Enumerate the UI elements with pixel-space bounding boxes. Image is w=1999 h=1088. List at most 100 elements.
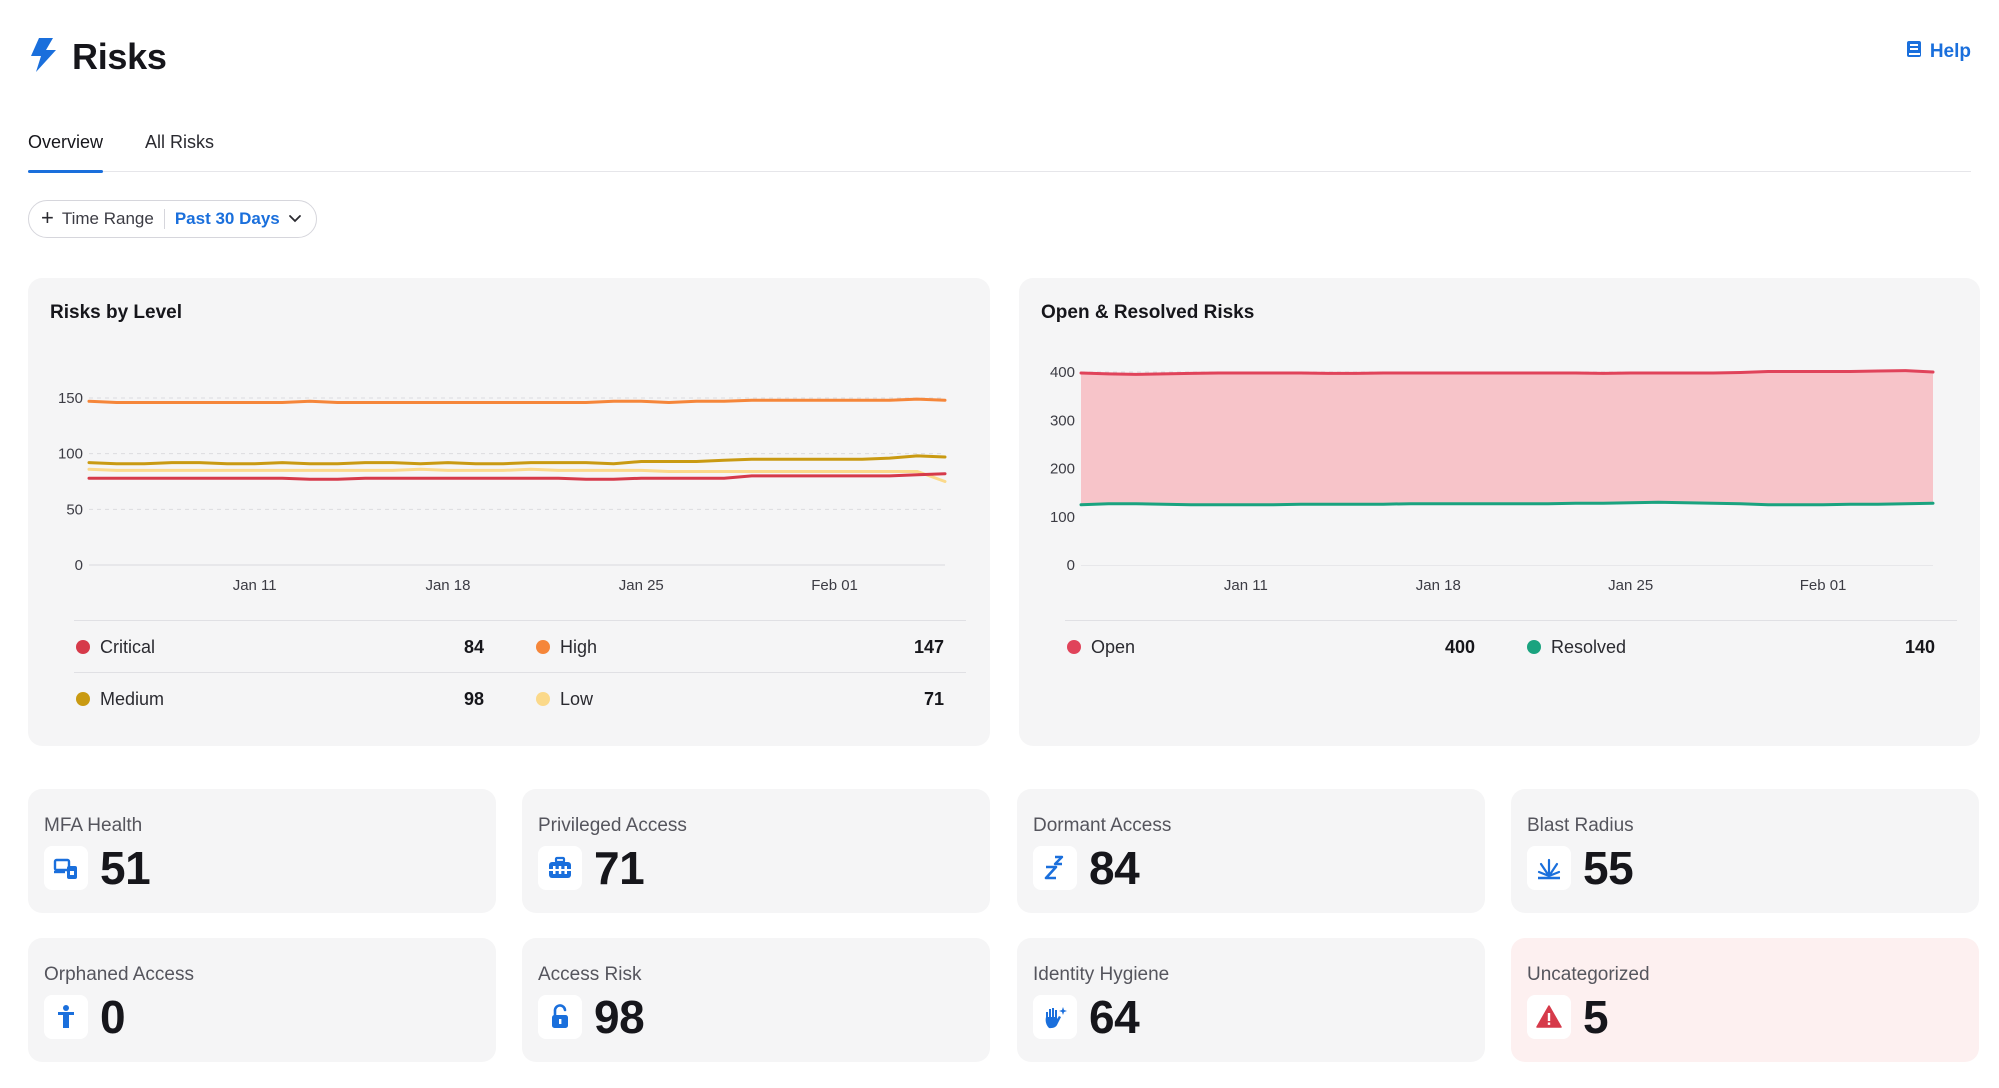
legend-value: 84 xyxy=(463,636,484,657)
metric-label: Uncategorized xyxy=(1527,964,1650,985)
metric-label: Blast Radius xyxy=(1527,815,1634,836)
legend-item-critical[interactable]: Critical 84 xyxy=(74,621,484,673)
x-tick-label: Jan 11 xyxy=(233,577,277,594)
y-tick-label: 400 xyxy=(1050,364,1075,381)
tab-overview[interactable]: Overview xyxy=(28,126,104,173)
metric-value: 0 xyxy=(100,991,126,1043)
high-dot-icon xyxy=(536,640,550,654)
metric-label: MFA Health xyxy=(44,815,143,836)
metric-card-dormant-access[interactable]: Dormant Access 84 xyxy=(1017,789,1485,913)
plus-icon: + xyxy=(41,205,54,230)
metric-value: 71 xyxy=(594,842,645,894)
chart-title: Risks by Level xyxy=(50,302,183,323)
metric-value: 5 xyxy=(1583,991,1609,1043)
blast-icon xyxy=(1527,846,1571,890)
metric-value: 55 xyxy=(1583,842,1634,894)
help-link[interactable]: Help xyxy=(1906,40,1971,64)
open-resolved-chart: 0 100 200 300 400 Jan 11 Jan 18 Jan 25 Feb 01 xyxy=(1050,364,1935,594)
metric-card-uncategorized[interactable]: Uncategorized 5 xyxy=(1511,938,1979,1062)
legend-row: Medium 98 Low 71 xyxy=(74,672,966,724)
metric-value: 84 xyxy=(1089,842,1140,894)
filter-value: Past 30 Days xyxy=(174,209,280,228)
unlocked-padlock-icon xyxy=(538,995,582,1039)
privileged-toolbox-icon xyxy=(538,846,582,890)
metric-label: Orphaned Access xyxy=(44,964,194,985)
filter-label: Time Range xyxy=(61,209,154,228)
legend-item-low[interactable]: Low 71 xyxy=(534,673,944,725)
y-tick-label: 0 xyxy=(75,557,83,574)
legend-value: 71 xyxy=(923,688,944,709)
y-tick-label: 50 xyxy=(66,501,83,518)
legend-item-resolved[interactable]: Resolved 140 xyxy=(1525,621,1935,673)
risks-by-level-card: Risks by Level 0 50 100 150 Jan 11 Jan 18 Jan … xyxy=(28,278,990,746)
metric-card-orphaned-access[interactable]: Orphaned Access 0 xyxy=(28,938,496,1062)
y-tick-label: 100 xyxy=(1050,509,1075,526)
metric-label: Dormant Access xyxy=(1033,815,1172,836)
filter-divider xyxy=(163,209,165,229)
legend-label: High xyxy=(560,636,598,657)
legend-value: 400 xyxy=(1444,636,1475,657)
series-line-open xyxy=(1079,369,1935,376)
title-wrap: Risks xyxy=(28,36,1971,78)
metric-card-access-risk[interactable]: Access Risk 98 xyxy=(522,938,990,1062)
metric-card-blast-radius[interactable]: Blast Radius 55 xyxy=(1511,789,1979,913)
y-tick-label: 300 xyxy=(1050,412,1075,429)
lightning-bolt-icon xyxy=(28,37,58,78)
book-icon xyxy=(1906,40,1922,64)
x-tick-label: Feb 01 xyxy=(811,577,858,594)
series-line-critical xyxy=(87,472,947,481)
legend-row: Critical 84 High 147 xyxy=(74,620,966,672)
y-tick-label: 100 xyxy=(58,446,83,463)
x-tick-label: Jan 11 xyxy=(1224,577,1268,594)
metric-label: Privileged Access xyxy=(538,815,687,836)
critical-dot-icon xyxy=(76,640,90,654)
legend-value: 140 xyxy=(1904,636,1935,657)
help-label[interactable]: Help xyxy=(1929,41,1971,62)
legend-item-high[interactable]: High 147 xyxy=(534,621,944,673)
time-range-filter[interactable]: + Time Range Past 30 Days xyxy=(28,200,317,238)
legend-label: Resolved xyxy=(1551,636,1627,657)
metric-value: 98 xyxy=(594,991,645,1043)
x-tick-label: Jan 18 xyxy=(425,577,470,594)
legend-label: Critical xyxy=(100,636,156,657)
legend-label: Low xyxy=(560,688,594,709)
page-title: Risks xyxy=(72,36,167,77)
metric-card-identity-hygiene[interactable]: Identity Hygiene 64 xyxy=(1017,938,1485,1062)
legend-item-open[interactable]: Open 400 xyxy=(1065,621,1475,673)
series-line-low xyxy=(87,467,947,483)
open-resolved-card: Open & Resolved Risks 0 100 200 300 400 Jan 1… xyxy=(1019,278,1980,746)
open-dot-icon xyxy=(1067,640,1081,654)
hand-sparkle-icon xyxy=(1033,995,1077,1039)
legend-row: Open 400 Resolved 140 xyxy=(1065,620,1957,672)
legend-label: Open xyxy=(1091,636,1136,657)
medium-dot-icon xyxy=(76,692,90,706)
tab-all-risks[interactable]: All Risks xyxy=(145,132,215,152)
resolved-area-fill xyxy=(1081,502,1933,565)
legend-value: 147 xyxy=(913,636,944,657)
metric-label: Identity Hygiene xyxy=(1033,964,1170,985)
person-icon xyxy=(44,995,88,1039)
y-tick-label: 0 xyxy=(1067,557,1075,574)
x-tick-label: Jan 25 xyxy=(1608,577,1653,594)
warning-triangle-icon xyxy=(1527,995,1571,1039)
risks-by-level-chart: 0 50 100 150 Jan 11 Jan 18 Jan 25 Feb 01 xyxy=(58,390,947,594)
x-tick-label: Jan 25 xyxy=(619,577,664,594)
x-tick-label: Feb 01 xyxy=(1800,577,1847,594)
legend-item-medium[interactable]: Medium 98 xyxy=(74,673,484,725)
page-header: Risks Help xyxy=(28,36,1971,80)
tab-bar: Overview All Risks xyxy=(28,126,1971,173)
x-tick-label: Jan 18 xyxy=(1416,577,1461,594)
legend-value: 98 xyxy=(463,688,484,709)
metric-card-mfa-health[interactable]: MFA Health 51 xyxy=(28,789,496,913)
metric-label: Access Risk xyxy=(538,964,642,985)
series-line-high xyxy=(87,397,947,404)
chevron-down-icon xyxy=(288,209,302,229)
metric-value: 51 xyxy=(100,842,151,894)
series-line-resolved xyxy=(1079,500,1935,507)
y-tick-label: 200 xyxy=(1050,461,1075,478)
mfa-devices-icon xyxy=(44,846,88,890)
series-line-medium xyxy=(87,454,947,466)
metric-card-privileged-access[interactable]: Privileged Access 71 xyxy=(522,789,990,913)
legend-label: Medium xyxy=(100,688,165,709)
y-tick-label: 150 xyxy=(58,390,83,407)
